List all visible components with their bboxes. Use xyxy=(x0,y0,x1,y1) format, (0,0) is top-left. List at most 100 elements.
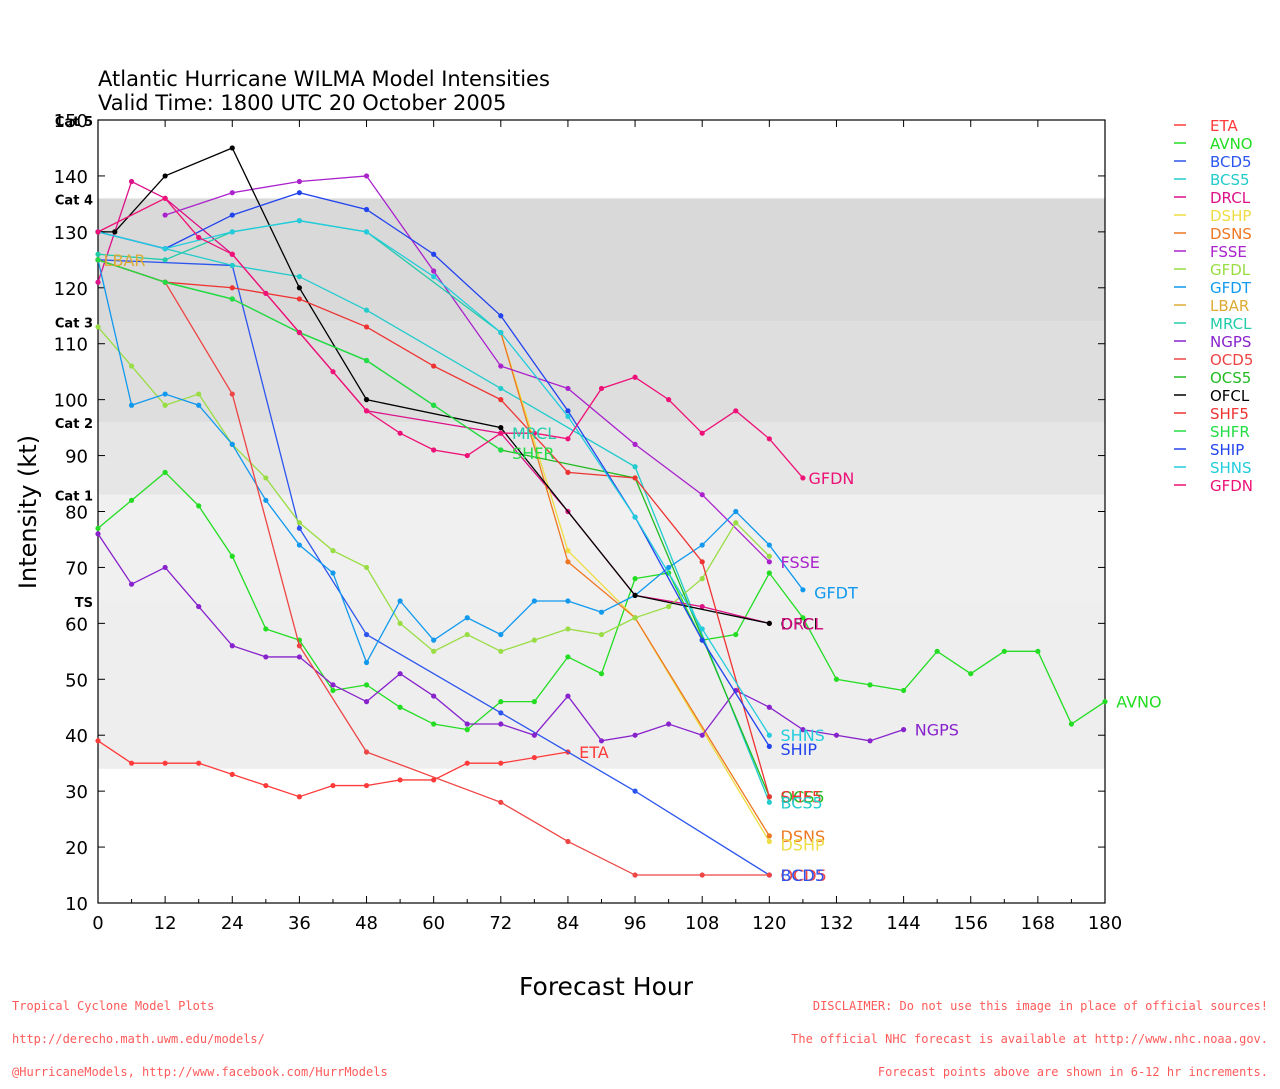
footer-credit-line: Tropical Cyclone Model Plots xyxy=(12,999,215,1013)
data-point-eta xyxy=(330,782,336,789)
data-point-gfdl xyxy=(464,631,470,638)
data-point-gfdn xyxy=(296,329,302,336)
data-point-eta xyxy=(296,794,302,800)
legend-item-drcl: DRCL xyxy=(1210,189,1251,207)
legend-item-eta: ETA xyxy=(1210,117,1238,135)
data-point-shf5 xyxy=(229,285,235,291)
category-band xyxy=(98,198,1105,322)
data-point-ngps xyxy=(464,721,470,727)
data-point-shf5 xyxy=(498,397,504,403)
legend-item-shfr: SHFR xyxy=(1210,423,1250,441)
data-point-avno xyxy=(531,699,537,705)
data-point-ofcl xyxy=(363,397,370,403)
series-end-label: DSHP xyxy=(781,835,826,854)
data-point-mrcl xyxy=(162,257,168,263)
data-point-gfdt xyxy=(330,570,336,576)
data-point-eta xyxy=(431,777,437,783)
series-end-label: MRCL xyxy=(512,424,556,443)
data-point-avno xyxy=(128,497,135,503)
data-point-shns xyxy=(498,329,504,336)
data-point-shns xyxy=(363,229,370,235)
data-point-gfdl xyxy=(598,631,605,638)
data-point-drcl xyxy=(699,603,705,610)
data-point-gfdl xyxy=(531,637,537,643)
data-point-avno xyxy=(632,576,638,582)
data-point-dshp xyxy=(565,548,571,554)
data-point-bcd5 xyxy=(296,525,302,531)
data-point-gfdn xyxy=(263,290,269,296)
y-tick-label: 40 xyxy=(65,726,88,747)
series-end-label: ETA xyxy=(579,743,609,762)
data-point-ngps xyxy=(162,564,168,571)
axes: 10 20 30 40 50 60 70 80 90 100 110 120 130 140 150 0 12 2… xyxy=(54,111,1123,934)
data-point-avno xyxy=(598,671,605,677)
footer-credits: Tropical Cyclone Model Plots http://dere… xyxy=(12,979,388,1089)
footer-disclaimer-line: The official NHC forecast is available a… xyxy=(791,1032,1268,1046)
data-point-ocd5 xyxy=(229,391,235,397)
data-point-avno xyxy=(330,687,336,694)
category-band xyxy=(98,321,1105,423)
data-point-gfdn xyxy=(229,251,235,257)
series-end-label: GFDT xyxy=(814,584,858,603)
legend-item-bcs5: BCS5 xyxy=(1210,171,1250,189)
data-point-gfdn xyxy=(699,430,705,436)
legend-item-avno: AVNO xyxy=(1210,135,1253,153)
data-point-eta xyxy=(128,760,135,766)
series-end-label: SHNS xyxy=(781,726,825,745)
data-point-ngps xyxy=(196,603,202,610)
category-bands: TS Cat 1 Cat 2 Cat 3 Cat 4 Cat 5 xyxy=(55,115,1105,769)
data-point-gfdl xyxy=(431,648,437,654)
y-tick-label: 60 xyxy=(65,614,88,635)
data-point-gfdt xyxy=(598,609,605,615)
data-point-gfdt xyxy=(531,598,537,604)
data-point-ngps xyxy=(229,643,235,649)
data-point-ocd5 xyxy=(632,872,638,878)
series-end-label: OCD5 xyxy=(781,866,827,885)
x-tick-label: 48 xyxy=(355,913,378,934)
series-end-label: AVNO xyxy=(1116,693,1161,712)
data-point-ngps xyxy=(800,727,806,733)
data-point-ngps xyxy=(128,581,135,587)
data-point-eta xyxy=(95,738,101,744)
data-point-fsse xyxy=(162,212,168,218)
y-tick-label: 70 xyxy=(65,558,88,579)
data-point-ngps xyxy=(531,732,537,738)
series-line-fsse xyxy=(164,175,770,563)
data-point-ngps xyxy=(632,732,638,738)
data-point-gfdt xyxy=(128,402,135,408)
data-point-gfdt xyxy=(431,637,437,643)
x-tick-label: 180 xyxy=(1088,913,1122,934)
series-end-label: SHFR xyxy=(512,444,555,463)
data-point-gfdn xyxy=(766,436,772,442)
data-point-fsse xyxy=(699,492,705,498)
data-point-gfdn xyxy=(498,430,504,436)
data-point-bcs5 xyxy=(363,307,370,313)
x-tick-label: 96 xyxy=(624,913,647,934)
x-tick-label: 120 xyxy=(752,913,786,934)
data-point-shns xyxy=(766,732,772,738)
data-point-ofcl xyxy=(766,620,772,626)
data-point-gfdl xyxy=(666,603,672,610)
series-line-dsns xyxy=(500,332,770,837)
x-tick-label: 12 xyxy=(154,913,177,934)
legend-item-ofcl: OFCL xyxy=(1210,387,1250,405)
data-point-gfdt xyxy=(565,598,571,604)
data-point-drcl xyxy=(95,279,101,285)
x-tick-label: 108 xyxy=(685,913,719,934)
data-point-dsns xyxy=(766,833,772,839)
data-point-gfdl xyxy=(498,648,504,654)
series-end-label: OFCL xyxy=(781,614,823,633)
x-tick-label: 156 xyxy=(954,913,988,934)
data-point-gfdn xyxy=(95,229,101,235)
data-point-eta xyxy=(464,760,470,766)
series-end-label: BCD5 xyxy=(781,866,825,885)
data-point-gfdn xyxy=(363,408,370,414)
data-point-dsns xyxy=(565,559,571,565)
data-point-ngps xyxy=(263,654,269,660)
data-point-mrcl xyxy=(95,251,101,257)
legend-item-gfdl: GFDL xyxy=(1210,261,1251,279)
legend-item-ocs5: OCS5 xyxy=(1210,369,1251,387)
data-point-ship xyxy=(363,206,370,213)
data-point-avno xyxy=(263,626,269,632)
